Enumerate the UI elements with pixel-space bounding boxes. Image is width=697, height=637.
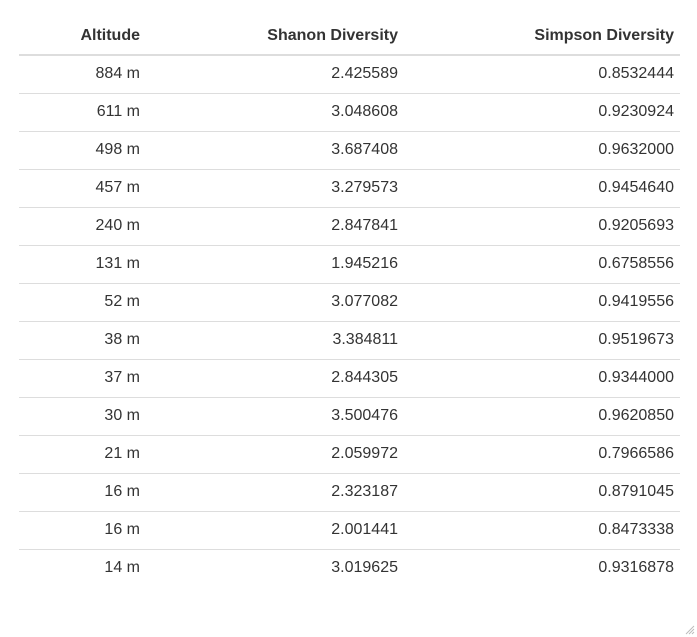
cell-shannon-diversity: 1.945216 xyxy=(146,245,404,284)
cell-shannon-diversity: 2.425589 xyxy=(146,55,404,94)
table-body: 884 m 2.425589 0.8532444 611 m 3.048608 0.923… xyxy=(19,55,680,587)
table-row: 14 m 3.019625 0.9316878 xyxy=(19,549,680,587)
table-row: 30 m 3.500476 0.9620850 xyxy=(19,397,680,436)
cell-simpson-diversity: 0.8532444 xyxy=(404,55,680,94)
cell-altitude: 52 m xyxy=(19,283,146,322)
cell-simpson-diversity: 0.9230924 xyxy=(404,93,680,132)
cell-simpson-diversity: 0.9632000 xyxy=(404,131,680,170)
table-header: Altitude Shanon Diversity Simpson Divers… xyxy=(19,18,680,56)
table-row: 16 m 2.001441 0.8473338 xyxy=(19,511,680,550)
cell-simpson-diversity: 0.6758556 xyxy=(404,245,680,284)
diversity-table: Altitude Shanon Diversity Simpson Divers… xyxy=(19,18,680,587)
cell-simpson-diversity: 0.7966586 xyxy=(404,435,680,474)
table-row: 457 m 3.279573 0.9454640 xyxy=(19,169,680,208)
cell-shannon-diversity: 2.323187 xyxy=(146,473,404,512)
cell-altitude: 30 m xyxy=(19,397,146,436)
cell-altitude: 240 m xyxy=(19,207,146,246)
cell-shannon-diversity: 3.019625 xyxy=(331,559,398,577)
cell-altitude: 14 m xyxy=(104,559,140,577)
header-simpson-diversity: Simpson Diversity xyxy=(404,18,680,56)
cell-shannon-diversity: 3.500476 xyxy=(146,397,404,436)
cell-simpson-diversity: 0.8473338 xyxy=(404,511,680,550)
cell-altitude: 38 m xyxy=(19,321,146,360)
cell-simpson-diversity: 0.9419556 xyxy=(404,283,680,322)
cell-simpson-diversity: 0.8791045 xyxy=(404,473,680,512)
table-row: 498 m 3.687408 0.9632000 xyxy=(19,131,680,170)
cell-simpson-diversity: 0.9519673 xyxy=(404,321,680,360)
table-row: 37 m 2.844305 0.9344000 xyxy=(19,359,680,398)
header-row: Altitude Shanon Diversity Simpson Divers… xyxy=(19,18,680,56)
header-altitude: Altitude xyxy=(19,18,146,56)
cell-altitude: 16 m xyxy=(19,511,146,550)
table-row: 16 m 2.323187 0.8791045 xyxy=(19,473,680,512)
cell-simpson-diversity: 0.9205693 xyxy=(404,207,680,246)
cell-shannon-diversity: 2.844305 xyxy=(146,359,404,398)
cell-shannon-diversity: 3.687408 xyxy=(146,131,404,170)
cell-altitude: 457 m xyxy=(19,169,146,208)
resize-grip-icon[interactable] xyxy=(683,623,695,635)
cell-altitude: 21 m xyxy=(19,435,146,474)
cell-altitude: 16 m xyxy=(19,473,146,512)
cell-altitude: 884 m xyxy=(19,55,146,94)
cell-simpson-diversity: 0.9454640 xyxy=(404,169,680,208)
cell-shannon-diversity: 3.384811 xyxy=(146,321,404,360)
cell-altitude: 131 m xyxy=(19,245,146,284)
cell-altitude: 611 m xyxy=(19,93,146,132)
cell-shannon-diversity: 3.048608 xyxy=(146,93,404,132)
table-row: 240 m 2.847841 0.9205693 xyxy=(19,207,680,246)
cell-altitude: 498 m xyxy=(19,131,146,170)
cell-simpson-diversity: 0.9316878 xyxy=(598,559,674,577)
cell-shannon-diversity: 2.001441 xyxy=(146,511,404,550)
table-row: 52 m 3.077082 0.9419556 xyxy=(19,283,680,322)
cell-simpson-diversity: 0.9344000 xyxy=(404,359,680,398)
table-row: 611 m 3.048608 0.9230924 xyxy=(19,93,680,132)
table-row: 21 m 2.059972 0.7966586 xyxy=(19,435,680,474)
cell-simpson-diversity: 0.9620850 xyxy=(404,397,680,436)
cell-shannon-diversity: 3.077082 xyxy=(146,283,404,322)
cell-shannon-diversity: 3.279573 xyxy=(146,169,404,208)
header-shannon-diversity: Shanon Diversity xyxy=(146,18,404,56)
cell-shannon-diversity: 2.847841 xyxy=(146,207,404,246)
cell-altitude: 37 m xyxy=(19,359,146,398)
table-row: 38 m 3.384811 0.9519673 xyxy=(19,321,680,360)
table-row: 131 m 1.945216 0.6758556 xyxy=(19,245,680,284)
cell-shannon-diversity: 2.059972 xyxy=(146,435,404,474)
table-row: 884 m 2.425589 0.8532444 xyxy=(19,55,680,94)
